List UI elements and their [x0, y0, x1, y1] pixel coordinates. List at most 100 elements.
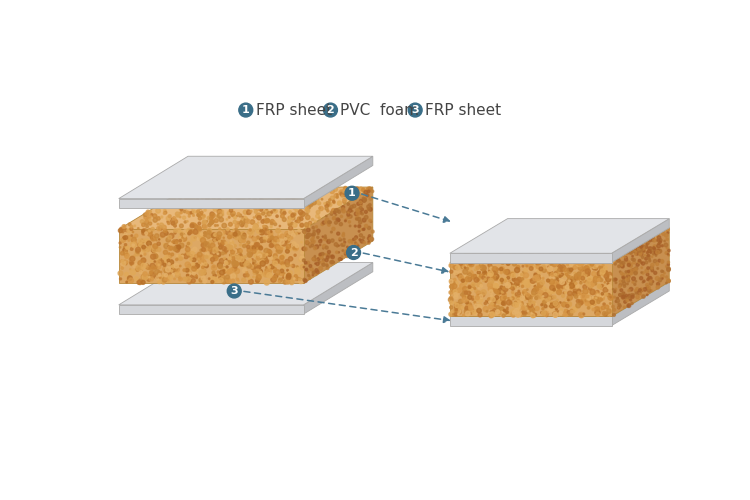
Circle shape — [530, 266, 533, 270]
Circle shape — [641, 262, 645, 265]
Circle shape — [140, 240, 144, 243]
Circle shape — [263, 226, 268, 230]
Circle shape — [126, 246, 129, 250]
Circle shape — [533, 234, 537, 237]
Circle shape — [135, 277, 138, 280]
Circle shape — [535, 304, 536, 305]
Circle shape — [151, 254, 156, 259]
Circle shape — [262, 212, 265, 215]
Circle shape — [274, 209, 278, 213]
Circle shape — [135, 252, 140, 256]
Circle shape — [501, 234, 504, 237]
Circle shape — [164, 211, 166, 214]
Circle shape — [492, 257, 495, 260]
Circle shape — [300, 212, 304, 216]
Circle shape — [598, 266, 601, 268]
Circle shape — [286, 247, 288, 249]
Circle shape — [240, 262, 244, 266]
Circle shape — [198, 217, 202, 220]
Circle shape — [548, 307, 554, 312]
Circle shape — [283, 218, 286, 222]
Circle shape — [536, 306, 539, 310]
Circle shape — [662, 245, 663, 247]
Circle shape — [330, 260, 333, 264]
Circle shape — [517, 282, 518, 283]
Circle shape — [560, 247, 564, 252]
Circle shape — [648, 277, 650, 279]
Circle shape — [270, 222, 274, 225]
Circle shape — [524, 246, 526, 250]
Circle shape — [543, 288, 545, 290]
Circle shape — [185, 198, 188, 202]
Circle shape — [620, 260, 622, 263]
Circle shape — [217, 274, 220, 276]
Circle shape — [524, 244, 526, 248]
Circle shape — [468, 260, 472, 264]
Circle shape — [622, 292, 625, 294]
Circle shape — [286, 262, 291, 266]
Circle shape — [227, 212, 231, 215]
Circle shape — [174, 224, 176, 227]
Circle shape — [554, 245, 556, 247]
Circle shape — [226, 266, 228, 268]
Circle shape — [206, 252, 209, 256]
Circle shape — [466, 302, 472, 308]
Circle shape — [543, 292, 548, 298]
Circle shape — [578, 258, 581, 262]
Circle shape — [502, 253, 503, 255]
Circle shape — [601, 244, 602, 246]
Circle shape — [211, 213, 215, 218]
Circle shape — [368, 190, 370, 192]
Circle shape — [154, 276, 158, 278]
Circle shape — [176, 206, 177, 208]
Circle shape — [604, 274, 609, 278]
Circle shape — [149, 210, 152, 213]
Circle shape — [362, 218, 366, 222]
Circle shape — [254, 242, 258, 247]
Circle shape — [191, 236, 196, 241]
Circle shape — [290, 244, 292, 246]
Circle shape — [526, 294, 530, 297]
Circle shape — [268, 253, 272, 256]
Circle shape — [190, 211, 194, 214]
Circle shape — [158, 204, 160, 207]
Circle shape — [176, 202, 179, 205]
Circle shape — [578, 234, 580, 235]
Circle shape — [148, 273, 154, 278]
Circle shape — [236, 263, 238, 266]
Text: FRP sheet: FRP sheet — [425, 102, 501, 118]
Circle shape — [594, 300, 596, 302]
Circle shape — [172, 242, 173, 243]
Circle shape — [202, 237, 203, 238]
Circle shape — [180, 238, 182, 240]
Circle shape — [476, 296, 479, 300]
Circle shape — [524, 250, 526, 252]
Circle shape — [314, 256, 316, 257]
Circle shape — [527, 310, 529, 312]
Circle shape — [592, 308, 595, 311]
Circle shape — [279, 232, 282, 234]
Circle shape — [533, 304, 535, 306]
Circle shape — [321, 198, 322, 200]
Circle shape — [148, 215, 152, 218]
Circle shape — [248, 276, 250, 279]
Circle shape — [193, 187, 194, 188]
Circle shape — [137, 279, 142, 284]
Circle shape — [500, 268, 503, 271]
Circle shape — [263, 228, 265, 229]
Circle shape — [327, 240, 331, 244]
Circle shape — [629, 271, 632, 274]
Circle shape — [180, 212, 182, 214]
Circle shape — [211, 220, 214, 224]
Circle shape — [627, 261, 630, 264]
Text: 1: 1 — [242, 105, 250, 115]
Circle shape — [226, 228, 230, 230]
Circle shape — [454, 295, 458, 299]
Circle shape — [529, 228, 532, 231]
Circle shape — [641, 290, 643, 292]
Circle shape — [192, 262, 195, 266]
Circle shape — [658, 260, 661, 262]
Circle shape — [458, 270, 461, 274]
Circle shape — [657, 249, 659, 252]
Circle shape — [230, 268, 234, 273]
